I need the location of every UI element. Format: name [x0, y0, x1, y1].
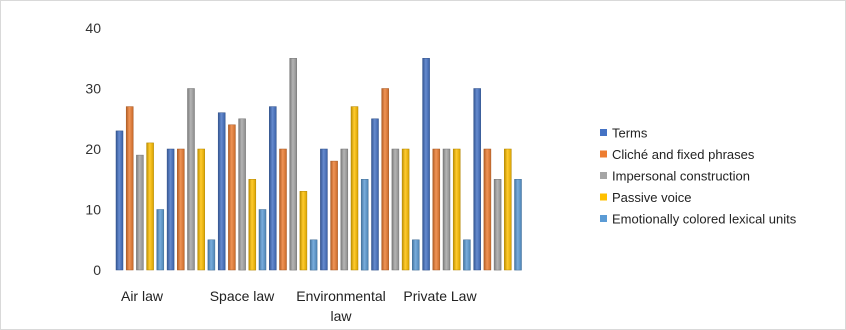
bar [217, 112, 226, 271]
bar [125, 106, 134, 271]
legend-swatch [600, 193, 607, 201]
bar [207, 239, 216, 271]
bar [177, 148, 185, 271]
bar [279, 148, 287, 271]
y-tick-label: 10 [85, 202, 101, 218]
bar [463, 239, 471, 271]
legend-swatch [600, 129, 607, 136]
y-axis: 0 10 20 30 40 [85, 20, 101, 278]
bar [299, 191, 308, 271]
bar [350, 106, 359, 271]
legend-entry: Passive voice [612, 190, 691, 205]
bar [258, 209, 267, 271]
y-tick-label: 40 [85, 20, 101, 36]
bar [483, 148, 492, 271]
bar [473, 88, 481, 271]
bar [432, 148, 441, 271]
bar [504, 148, 512, 271]
bar [422, 58, 430, 271]
bar [391, 148, 400, 271]
bar [136, 154, 144, 271]
legend-swatch [600, 215, 607, 222]
legend-entry: Cliché and fixed phrases [612, 147, 755, 162]
bar [340, 148, 349, 271]
bar [146, 142, 154, 271]
bar [115, 130, 124, 271]
legend: Terms Cliché and fixed phrases Impersonal … [600, 126, 797, 227]
legend-swatch [600, 150, 607, 158]
bar [289, 58, 297, 271]
bar [371, 118, 379, 271]
bar [166, 148, 175, 271]
y-tick-label: 30 [85, 81, 101, 97]
bar [320, 148, 328, 271]
bar [360, 179, 369, 271]
bar [514, 179, 522, 271]
bar-series-group [115, 58, 522, 271]
bar [452, 148, 461, 271]
bar [248, 179, 257, 271]
bar [493, 179, 502, 271]
legend-entry: Emotionally colored lexical units [612, 212, 797, 227]
bar [269, 106, 277, 271]
legend-entry: Impersonal construction [612, 169, 750, 184]
legend-swatch [600, 172, 607, 179]
category-label: Air law [121, 288, 164, 304]
category-label: Space law [210, 288, 275, 304]
bar [238, 118, 246, 271]
bar [309, 239, 318, 271]
bar [197, 148, 205, 271]
bar [187, 88, 195, 271]
bar [228, 124, 236, 271]
bar [401, 148, 410, 271]
bar [156, 209, 165, 271]
legend-entry: Terms [612, 126, 648, 141]
category-label: Private Law [403, 288, 477, 304]
bar [381, 88, 389, 271]
x-axis-category-labels: Air law Space law Environmental law Private … [121, 288, 477, 324]
bar [330, 160, 338, 271]
y-tick-label: 20 [85, 141, 101, 157]
bar [442, 148, 451, 271]
y-tick-label: 0 [93, 262, 101, 278]
bar [412, 239, 420, 271]
category-label: Environmental law [296, 288, 386, 324]
